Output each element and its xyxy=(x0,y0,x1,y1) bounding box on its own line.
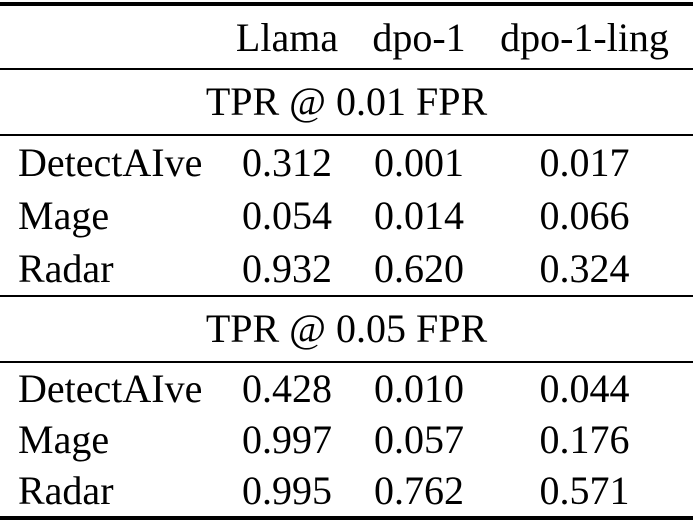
header-bottom-rule xyxy=(0,68,693,70)
row-label: Mage xyxy=(18,417,110,462)
value-cell: 0.428 xyxy=(242,366,332,411)
value-cell: 0.762 xyxy=(374,468,464,513)
value-cell: 0.176 xyxy=(539,417,630,462)
table-row: Radar 0.932 0.620 0.324 xyxy=(0,242,693,295)
row-label: Radar xyxy=(18,246,114,291)
row-label: DetectAIve xyxy=(18,366,203,411)
table-row: Mage 0.054 0.014 0.066 xyxy=(0,189,693,242)
section1-top-rule xyxy=(0,134,693,136)
row-label: DetectAIve xyxy=(18,140,203,185)
value-cell: 0.066 xyxy=(539,193,630,238)
table-row: Radar 0.995 0.762 0.571 xyxy=(0,465,693,516)
row-label: Mage xyxy=(18,193,110,238)
section-title-tpr-001: TPR @ 0.01 FPR xyxy=(205,79,488,124)
value-cell: 0.620 xyxy=(374,246,464,291)
table-row: DetectAIve 0.312 0.001 0.017 xyxy=(0,136,693,189)
top-rule xyxy=(0,2,693,6)
value-cell: 0.057 xyxy=(374,417,464,462)
value-cell: 0.324 xyxy=(539,246,630,291)
value-cell: 0.010 xyxy=(374,366,464,411)
value-cell: 0.995 xyxy=(242,468,332,513)
table-row: DetectAIve 0.428 0.010 0.044 xyxy=(0,363,693,414)
value-cell: 0.044 xyxy=(539,366,630,411)
column-header-dpo-1-ling: dpo-1-ling xyxy=(500,14,669,60)
value-cell: 0.997 xyxy=(242,417,332,462)
section-title-tpr-005: TPR @ 0.05 FPR xyxy=(205,306,488,351)
row-label: Radar xyxy=(18,468,114,513)
section2-top-rule xyxy=(0,361,693,363)
value-cell: 0.001 xyxy=(374,140,464,185)
bottom-rule xyxy=(0,516,693,520)
table-row: Mage 0.997 0.057 0.176 xyxy=(0,414,693,465)
column-header-dpo-1: dpo-1 xyxy=(372,14,466,60)
table-header-row: Llama dpo-1 dpo-1-ling xyxy=(0,6,693,68)
section1-bottom-rule xyxy=(0,295,693,297)
column-header-llama: Llama xyxy=(235,14,339,60)
value-cell: 0.014 xyxy=(374,193,464,238)
value-cell: 0.054 xyxy=(242,193,332,238)
value-cell: 0.312 xyxy=(242,140,332,185)
value-cell: 0.932 xyxy=(242,246,332,291)
value-cell: 0.571 xyxy=(539,468,630,513)
value-cell: 0.017 xyxy=(539,140,630,185)
